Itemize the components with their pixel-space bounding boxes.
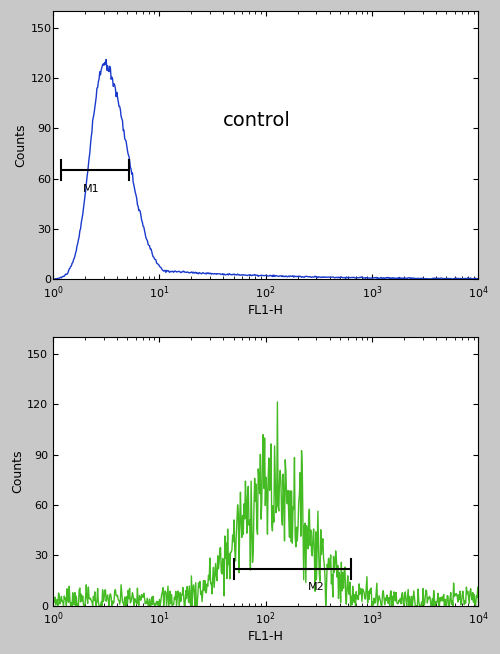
Text: M2: M2 [308, 582, 324, 592]
Y-axis label: Counts: Counts [11, 450, 24, 493]
Y-axis label: Counts: Counts [14, 124, 28, 167]
X-axis label: FL1-H: FL1-H [248, 303, 284, 317]
Text: M1: M1 [83, 184, 100, 194]
X-axis label: FL1-H: FL1-H [248, 630, 284, 643]
Text: control: control [223, 111, 291, 129]
